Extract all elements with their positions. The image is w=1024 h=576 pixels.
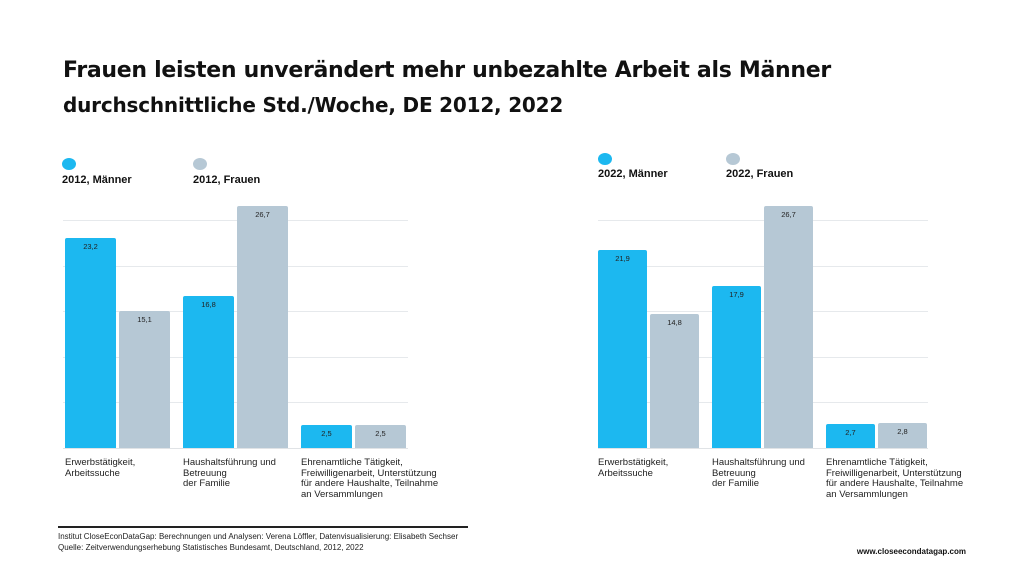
gridline bbox=[598, 265, 928, 267]
bar-men: 16,8 bbox=[183, 295, 234, 448]
legend-label-women: 2012, Frauen bbox=[193, 174, 261, 186]
bar-value-label: 2,7 bbox=[845, 427, 856, 437]
bar-value-label: 26,7 bbox=[781, 210, 796, 219]
category-label: Haushaltsführung und Betreuung der Famil… bbox=[712, 457, 805, 489]
bar-value-label: 2,5 bbox=[321, 429, 332, 439]
gridline bbox=[63, 402, 408, 404]
bar-value-label: 15,1 bbox=[137, 315, 152, 325]
gridline bbox=[63, 220, 408, 221]
bar-value-label: 16,8 bbox=[201, 299, 216, 309]
chart-subtitle: durchschnittliche Std./Woche, DE 2012, 2… bbox=[63, 93, 564, 117]
gridline bbox=[63, 265, 408, 267]
legend-label-men: 2012, Männer bbox=[62, 174, 132, 186]
category-label: Haushaltsführung und Betreuung der Famil… bbox=[183, 457, 276, 489]
bar-women: 2,8 bbox=[878, 422, 927, 448]
legend-marker-women bbox=[193, 158, 207, 170]
bar-value-label: 26,7 bbox=[255, 210, 270, 219]
gridline bbox=[598, 356, 928, 358]
bar-value-label: 17,9 bbox=[729, 289, 744, 299]
legend-marker-women bbox=[726, 153, 740, 165]
x-axis-line bbox=[598, 448, 928, 449]
gridline bbox=[598, 311, 928, 313]
gridline bbox=[598, 220, 928, 221]
bar-women: 14,8 bbox=[650, 313, 699, 448]
bar-men: 2,5 bbox=[301, 425, 352, 448]
category-label: Ehrenamtliche Tätigkeit, Freiwilligenarb… bbox=[301, 457, 439, 500]
bar-women: 26,7 bbox=[237, 206, 288, 448]
footer-credits: Institut CloseEconDataGap: Berechnungen … bbox=[58, 532, 459, 541]
website-link[interactable]: www.closeecondatagap.com bbox=[856, 547, 966, 556]
gridline bbox=[63, 356, 408, 358]
gridline bbox=[63, 311, 408, 313]
bar-men: 21,9 bbox=[598, 249, 647, 448]
footer-divider bbox=[58, 526, 468, 528]
x-axis-line bbox=[63, 448, 408, 449]
gridline bbox=[598, 402, 928, 404]
bar-men: 23,2 bbox=[65, 237, 116, 448]
bar-value-label: 2,5 bbox=[375, 429, 386, 439]
legend-label-women: 2022, Frauen bbox=[726, 168, 794, 180]
bar-women: 2,5 bbox=[355, 425, 406, 448]
legend-marker-men bbox=[598, 153, 612, 165]
category-label: Erwerbstätigkeit, Arbeitssuche bbox=[65, 457, 136, 479]
bar-men: 2,7 bbox=[826, 423, 875, 448]
bar-women: 15,1 bbox=[119, 311, 170, 448]
bar-value-label: 2,8 bbox=[897, 426, 908, 436]
chart-title: Frauen leisten unverändert mehr unbezahl… bbox=[63, 58, 831, 83]
bar-women: 26,7 bbox=[764, 206, 813, 448]
bar-value-label: 23,2 bbox=[83, 241, 98, 251]
bar-value-label: 21,9 bbox=[615, 253, 630, 263]
bar-men: 17,9 bbox=[712, 285, 761, 448]
legend-marker-men bbox=[62, 158, 76, 170]
footer-source: Quelle: Zeitverwendungserhebung Statisti… bbox=[58, 543, 364, 552]
legend-label-men: 2022, Männer bbox=[598, 168, 668, 180]
category-label: Erwerbstätigkeit, Arbeitssuche bbox=[598, 457, 669, 479]
bar-value-label: 14,8 bbox=[667, 317, 682, 327]
category-label: Ehrenamtliche Tätigkeit, Freiwilligenarb… bbox=[826, 457, 964, 500]
